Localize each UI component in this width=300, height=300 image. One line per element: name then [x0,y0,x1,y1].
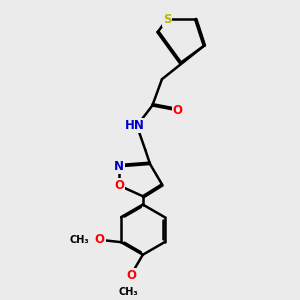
Text: S: S [163,13,171,26]
Text: O: O [114,179,124,192]
Text: O: O [94,233,105,246]
Text: CH₃: CH₃ [70,235,89,245]
Text: HN: HN [124,119,144,132]
Text: CH₃: CH₃ [119,287,138,297]
Text: N: N [114,160,124,173]
Text: O: O [172,104,182,117]
Text: O: O [126,268,136,281]
